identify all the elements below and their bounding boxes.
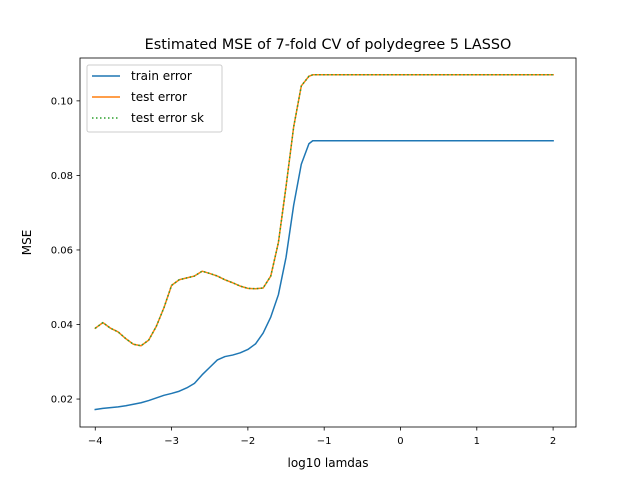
x-tick-label: −3 bbox=[164, 436, 179, 447]
legend-box bbox=[86, 64, 223, 133]
y-tick-label: 0.08 bbox=[51, 171, 73, 182]
series-line-3 bbox=[94, 74, 554, 347]
x-tick-label: 0 bbox=[397, 436, 403, 447]
x-tick-label: −2 bbox=[241, 436, 256, 447]
x-tick-label: −1 bbox=[317, 436, 332, 447]
series-line-1 bbox=[94, 140, 554, 411]
axes-frame bbox=[79, 57, 577, 428]
legend-label-2: test error bbox=[131, 90, 187, 104]
x-axis-ticks: −4 −3 −2 −1 0 1 2 bbox=[88, 427, 556, 447]
plot-lines bbox=[94, 74, 554, 411]
y-axis-label: MSE bbox=[20, 230, 34, 256]
chart-title: Estimated MSE of 7-fold CV of polydegree… bbox=[145, 37, 512, 53]
x-tick-label: 1 bbox=[474, 436, 480, 447]
x-tick-label: 2 bbox=[550, 436, 556, 447]
y-tick-label: 0.02 bbox=[51, 395, 73, 406]
y-tick-label: 0.06 bbox=[51, 246, 73, 257]
y-tick-label: 0.04 bbox=[51, 320, 73, 331]
legend-label-3: test error sk bbox=[131, 111, 204, 125]
legend-label-1: train error bbox=[131, 69, 192, 83]
legend: train error test error test error sk bbox=[86, 64, 223, 133]
x-axis-label: log10 lamdas bbox=[288, 456, 369, 470]
x-tick-label: −4 bbox=[88, 436, 103, 447]
y-tick-label: 0.10 bbox=[51, 96, 73, 107]
y-axis-ticks: 0.02 0.04 0.06 0.08 0.10 bbox=[51, 96, 80, 406]
